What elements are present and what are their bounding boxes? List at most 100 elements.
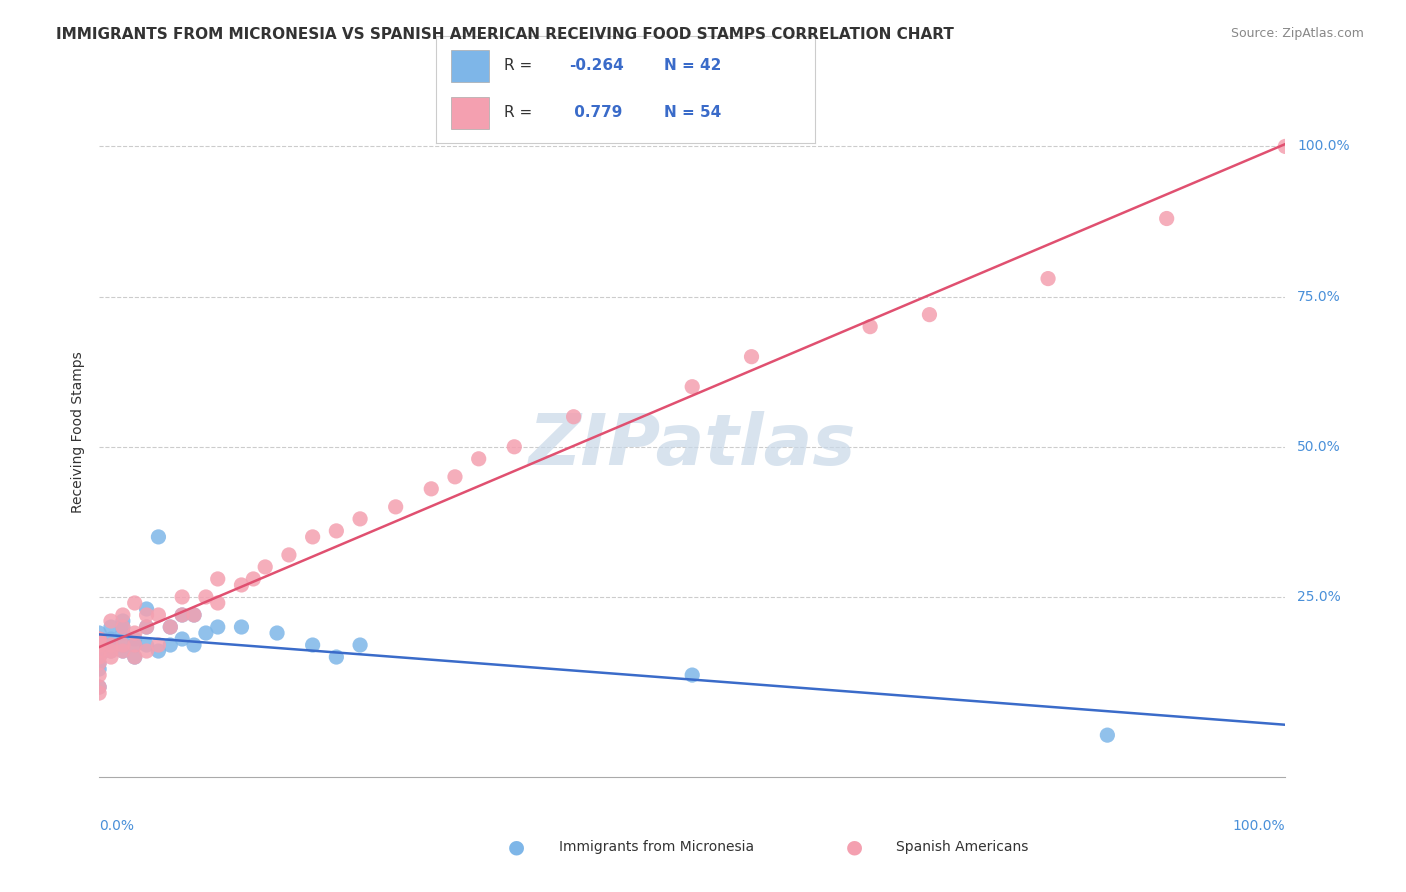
Point — [89, 644, 111, 658]
Point — [207, 596, 229, 610]
Point — [89, 644, 111, 658]
Point — [148, 638, 170, 652]
Point — [148, 530, 170, 544]
Point — [100, 620, 122, 634]
Point — [124, 650, 146, 665]
Text: Source: ZipAtlas.com: Source: ZipAtlas.com — [1230, 27, 1364, 40]
Text: ●: ● — [845, 838, 863, 857]
Point — [503, 440, 526, 454]
Point — [1036, 271, 1059, 285]
Point — [183, 607, 205, 622]
Point — [207, 572, 229, 586]
Point — [741, 350, 763, 364]
Text: IMMIGRANTS FROM MICRONESIA VS SPANISH AMERICAN RECEIVING FOOD STAMPS CORRELATION: IMMIGRANTS FROM MICRONESIA VS SPANISH AM… — [56, 27, 955, 42]
Point — [89, 632, 111, 646]
Point — [183, 638, 205, 652]
Point — [349, 638, 371, 652]
Text: Immigrants from Micronesia: Immigrants from Micronesia — [560, 840, 754, 855]
Point — [681, 380, 703, 394]
Text: 50.0%: 50.0% — [1298, 440, 1341, 454]
Point — [135, 620, 157, 634]
Point — [231, 620, 253, 634]
Point — [349, 512, 371, 526]
Point — [100, 638, 122, 652]
Point — [135, 644, 157, 658]
Point — [111, 614, 134, 628]
Point — [89, 650, 111, 665]
Point — [172, 607, 194, 622]
Point — [89, 638, 111, 652]
Point — [562, 409, 585, 424]
Point — [111, 638, 134, 652]
Text: 0.779: 0.779 — [569, 105, 621, 120]
Point — [100, 644, 122, 658]
Point — [111, 644, 134, 658]
Text: ZIPatlas: ZIPatlas — [529, 411, 856, 480]
FancyBboxPatch shape — [451, 96, 489, 128]
Point — [89, 632, 111, 646]
Text: 0.0%: 0.0% — [100, 819, 134, 832]
Point — [277, 548, 299, 562]
Point — [242, 572, 264, 586]
Point — [148, 644, 170, 658]
Point — [159, 620, 181, 634]
Text: N = 54: N = 54 — [664, 105, 721, 120]
Point — [1274, 139, 1296, 153]
Point — [194, 590, 217, 604]
Point — [135, 620, 157, 634]
Point — [135, 607, 157, 622]
Point — [135, 602, 157, 616]
Point — [384, 500, 406, 514]
Point — [89, 650, 111, 665]
Point — [89, 656, 111, 670]
Point — [89, 686, 111, 700]
Text: 100.0%: 100.0% — [1233, 819, 1285, 832]
Point — [420, 482, 443, 496]
Point — [467, 451, 489, 466]
Point — [89, 632, 111, 646]
Point — [100, 638, 122, 652]
FancyBboxPatch shape — [451, 50, 489, 82]
Point — [172, 607, 194, 622]
Point — [111, 626, 134, 640]
Point — [124, 638, 146, 652]
Point — [111, 620, 134, 634]
Point — [681, 668, 703, 682]
Point — [100, 644, 122, 658]
Point — [89, 680, 111, 694]
Point — [111, 607, 134, 622]
Text: ●: ● — [508, 838, 526, 857]
Text: 75.0%: 75.0% — [1298, 290, 1341, 303]
Point — [89, 638, 111, 652]
Text: R =: R = — [505, 105, 537, 120]
Point — [124, 626, 146, 640]
Point — [231, 578, 253, 592]
Text: R =: R = — [505, 58, 537, 73]
Point — [124, 650, 146, 665]
Point — [159, 620, 181, 634]
Text: Spanish Americans: Spanish Americans — [897, 840, 1029, 855]
Text: -0.264: -0.264 — [569, 58, 623, 73]
Point — [183, 607, 205, 622]
Point — [100, 632, 122, 646]
Point — [301, 638, 323, 652]
Point — [444, 470, 467, 484]
Point — [124, 596, 146, 610]
Point — [1097, 728, 1119, 742]
Point — [89, 626, 111, 640]
Text: 25.0%: 25.0% — [1298, 590, 1341, 604]
Point — [325, 650, 347, 665]
Text: N = 42: N = 42 — [664, 58, 721, 73]
Point — [172, 632, 194, 646]
Point — [1156, 211, 1178, 226]
Point — [135, 638, 157, 652]
Point — [172, 590, 194, 604]
Point — [918, 308, 941, 322]
Point — [89, 638, 111, 652]
Point — [124, 632, 146, 646]
Point — [266, 626, 288, 640]
Point — [859, 319, 882, 334]
Point — [89, 680, 111, 694]
Point — [89, 638, 111, 652]
Point — [89, 656, 111, 670]
